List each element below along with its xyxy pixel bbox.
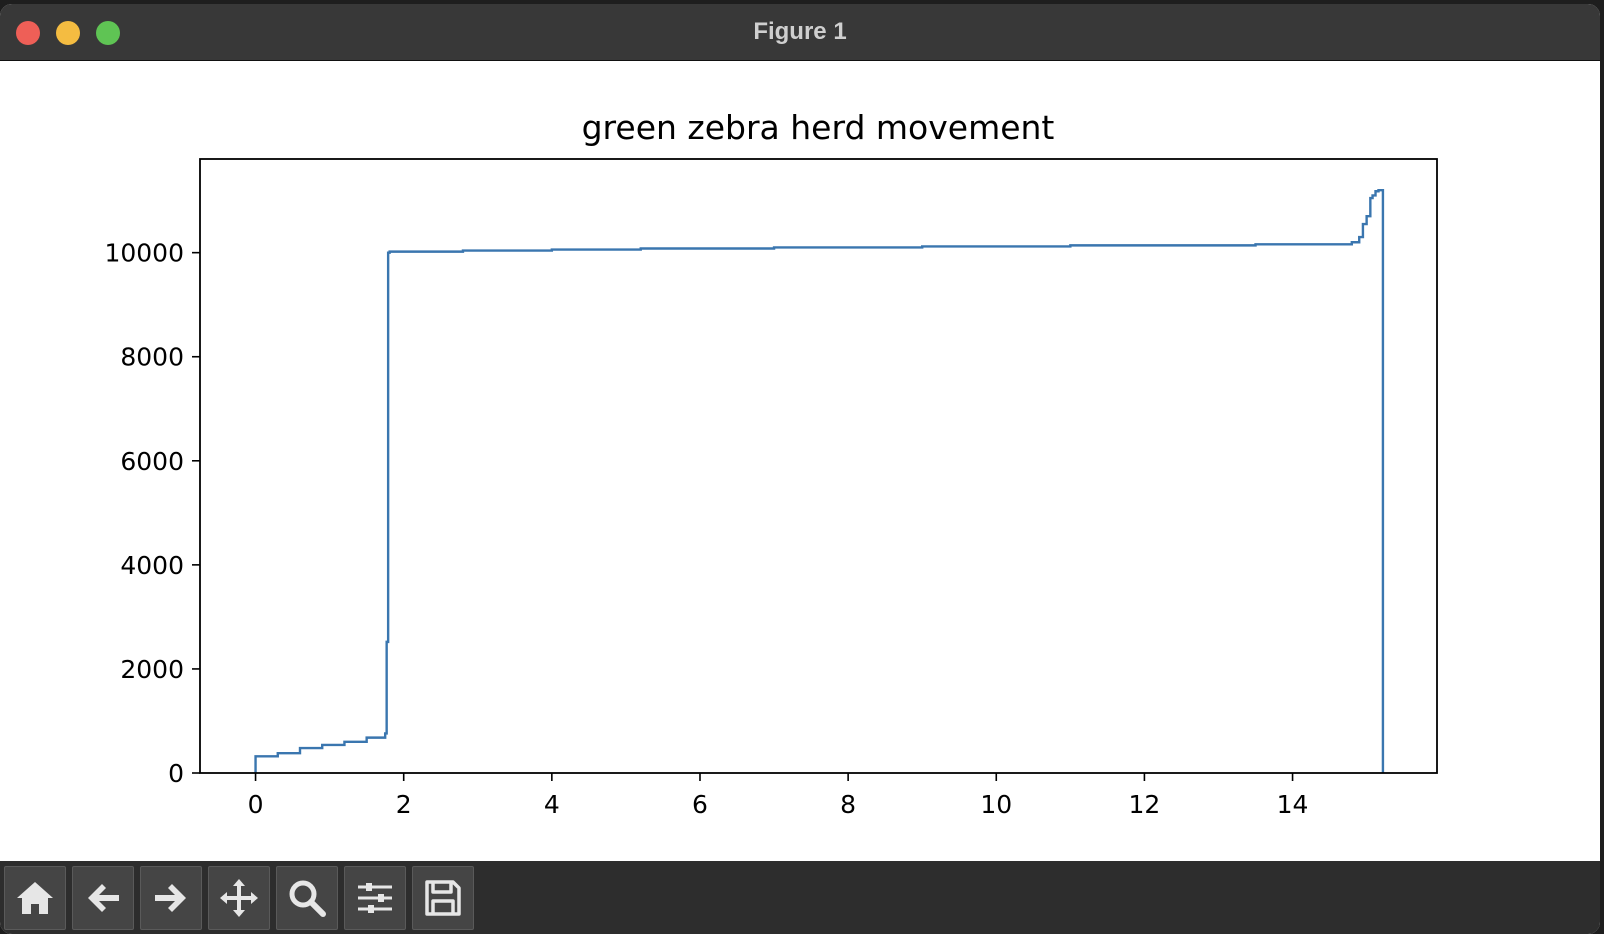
maximize-window-button[interactable]	[96, 21, 120, 45]
back-arrow-icon	[88, 884, 119, 912]
pan-button[interactable]	[208, 866, 270, 930]
y-tick-label: 10000	[104, 239, 184, 268]
subplots-sliders-icon	[358, 883, 392, 913]
zoom-button[interactable]	[276, 866, 338, 930]
y-tick-label: 6000	[120, 447, 184, 476]
x-tick-label: 2	[396, 790, 412, 819]
x-tick-label: 12	[1129, 790, 1161, 819]
chart-title: green zebra herd movement	[582, 108, 1055, 147]
x-tick-label: 8	[840, 790, 856, 819]
forward-button[interactable]	[140, 866, 202, 930]
y-tick-label: 8000	[120, 343, 184, 372]
x-axis: 0 2 4 6 8 10 12 14	[248, 773, 1309, 819]
save-button[interactable]	[412, 866, 474, 930]
plot-frame	[199, 158, 1438, 774]
window-title: Figure 1	[753, 18, 847, 45]
x-tick-label: 14	[1277, 790, 1309, 819]
home-button[interactable]	[4, 866, 66, 930]
y-tick-label: 2000	[120, 655, 184, 684]
y-tick-label: 0	[168, 759, 184, 788]
back-button[interactable]	[72, 866, 134, 930]
chart: green zebra herd movement 0 2000 4000 6000 8…	[104, 108, 1438, 819]
x-tick-label: 6	[692, 790, 708, 819]
save-floppy-icon	[425, 880, 461, 916]
series-line	[254, 189, 1385, 773]
home-icon	[17, 882, 53, 914]
minimize-window-button[interactable]	[56, 21, 80, 45]
y-tick-label: 4000	[120, 551, 184, 580]
figure-window: Figure 1 green zebra herd movement 0 2000…	[0, 4, 1600, 934]
forward-arrow-icon	[155, 884, 186, 912]
x-tick-label: 0	[248, 790, 264, 819]
zoom-magnifier-icon	[289, 880, 326, 917]
navigation-toolbar	[0, 861, 1600, 934]
configure-subplots-button[interactable]	[344, 866, 406, 930]
y-axis: 0 2000 4000 6000 8000 10000	[104, 239, 200, 788]
close-window-button[interactable]	[16, 21, 40, 45]
plot-canvas[interactable]: green zebra herd movement 0 2000 4000 6000 8…	[0, 61, 1600, 861]
x-tick-label: 4	[544, 790, 560, 819]
title-bar[interactable]: Figure 1	[0, 4, 1600, 61]
pan-move-icon	[220, 879, 258, 917]
x-tick-label: 10	[980, 790, 1012, 819]
